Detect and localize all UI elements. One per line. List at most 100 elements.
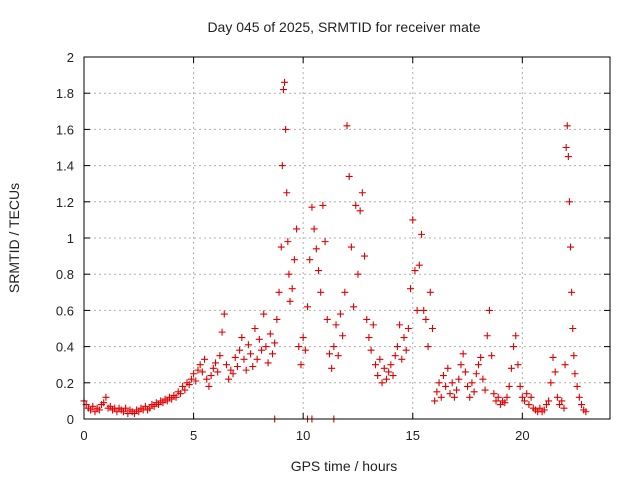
data-point-marker <box>551 368 559 376</box>
data-point-marker <box>286 297 294 305</box>
data-point-marker <box>420 306 428 314</box>
data-point-marker <box>290 256 298 264</box>
data-point-marker <box>455 375 463 383</box>
data-point-marker <box>315 267 323 275</box>
data-point-marker <box>481 386 489 394</box>
data-point-marker <box>492 397 500 405</box>
data-point-marker <box>568 288 576 296</box>
data-point-marker <box>510 343 518 351</box>
data-point-marker <box>376 355 384 363</box>
data-point-marker <box>220 310 228 318</box>
data-point-marker <box>242 366 250 374</box>
data-point-marker <box>155 401 163 409</box>
data-point-marker <box>227 366 235 374</box>
data-point-marker <box>339 332 347 340</box>
data-point-marker <box>459 350 467 358</box>
data-point-marker <box>516 382 524 390</box>
data-point-marker <box>378 379 386 387</box>
data-point-marker <box>201 355 209 363</box>
y-tick-label: 1.2 <box>56 195 74 210</box>
data-point-marker <box>89 402 97 410</box>
data-point-marker <box>369 321 377 329</box>
data-points <box>80 78 590 423</box>
data-point-marker <box>475 361 482 369</box>
data-point-marker <box>563 122 571 130</box>
data-point-marker <box>253 355 261 363</box>
data-point-marker <box>146 404 154 412</box>
y-tick-label: 1 <box>67 231 74 246</box>
data-point-marker <box>306 256 314 264</box>
data-point-marker <box>262 343 270 351</box>
data-point-marker <box>404 325 412 332</box>
data-point-marker <box>260 310 268 318</box>
data-point-marker <box>106 402 114 410</box>
y-tick-label: 1.6 <box>56 122 74 137</box>
y-tick-label: 2 <box>67 50 74 65</box>
y-tick-label: 0.6 <box>56 303 74 318</box>
data-point-marker <box>428 325 436 332</box>
data-point-marker <box>470 388 478 396</box>
data-point-marker <box>135 408 143 416</box>
data-point-marker <box>468 379 476 387</box>
data-point-marker <box>518 393 526 401</box>
data-point-marker <box>442 382 450 390</box>
data-point-marker <box>159 399 167 407</box>
data-point-marker <box>244 341 252 349</box>
data-point-marker <box>240 355 248 363</box>
data-point-marker <box>418 230 426 238</box>
data-point-marker <box>196 361 204 369</box>
x-axis-label: GPS time / hours <box>291 458 398 474</box>
data-point-marker <box>218 328 226 336</box>
data-point-marker <box>466 393 474 401</box>
data-point-marker <box>400 334 408 342</box>
data-point-marker <box>461 368 469 376</box>
data-point-marker <box>187 375 195 383</box>
data-point-marker <box>319 201 327 209</box>
axis-tick-labels: 0 5 10 15 20 0 0.2 0.4 0.6 0.8 1 1.2 1.4 1.6 1.8 2 <box>56 50 530 443</box>
data-point-marker <box>301 346 309 354</box>
data-point-marker <box>102 393 110 401</box>
data-point-marker <box>582 408 590 416</box>
data-point-marker <box>536 404 544 412</box>
data-point-marker <box>264 359 272 367</box>
data-point-marker <box>564 153 572 161</box>
data-point-marker <box>194 366 202 374</box>
data-point-marker <box>549 353 557 361</box>
data-point-marker <box>439 372 447 380</box>
data-point-marker <box>527 393 535 401</box>
data-point-marker <box>214 368 222 376</box>
data-point-marker <box>457 361 465 369</box>
data-point-marker <box>496 401 504 409</box>
data-point-marker <box>479 375 487 383</box>
data-point-marker <box>521 397 529 405</box>
data-point-marker <box>453 386 461 394</box>
data-point-marker <box>547 379 555 387</box>
data-point-marker <box>247 350 255 358</box>
data-point-marker <box>207 372 215 380</box>
data-point-marker <box>578 401 586 409</box>
data-point-marker <box>389 372 397 380</box>
y-tick-label: 0 <box>67 412 74 427</box>
y-tick-label: 1.8 <box>56 86 74 101</box>
data-point-marker <box>172 393 180 401</box>
data-point-marker <box>279 86 287 94</box>
data-point-marker <box>490 390 498 398</box>
data-point-marker <box>472 370 480 378</box>
data-point-marker <box>485 306 493 314</box>
data-point-marker <box>281 78 289 86</box>
data-point-marker <box>332 321 340 329</box>
data-point-marker <box>374 372 382 380</box>
data-point-marker <box>328 364 336 372</box>
data-point-marker <box>444 364 452 372</box>
data-point-marker <box>297 361 305 369</box>
y-tick-label: 0.4 <box>56 340 74 355</box>
data-point-marker <box>185 381 193 389</box>
data-point-marker <box>561 361 569 369</box>
data-point-marker <box>350 303 358 311</box>
data-point-marker <box>192 377 200 385</box>
data-point-marker <box>238 334 246 342</box>
data-point-marker <box>523 390 531 398</box>
data-point-marker <box>411 267 419 275</box>
y-tick-label: 0.8 <box>56 267 74 282</box>
